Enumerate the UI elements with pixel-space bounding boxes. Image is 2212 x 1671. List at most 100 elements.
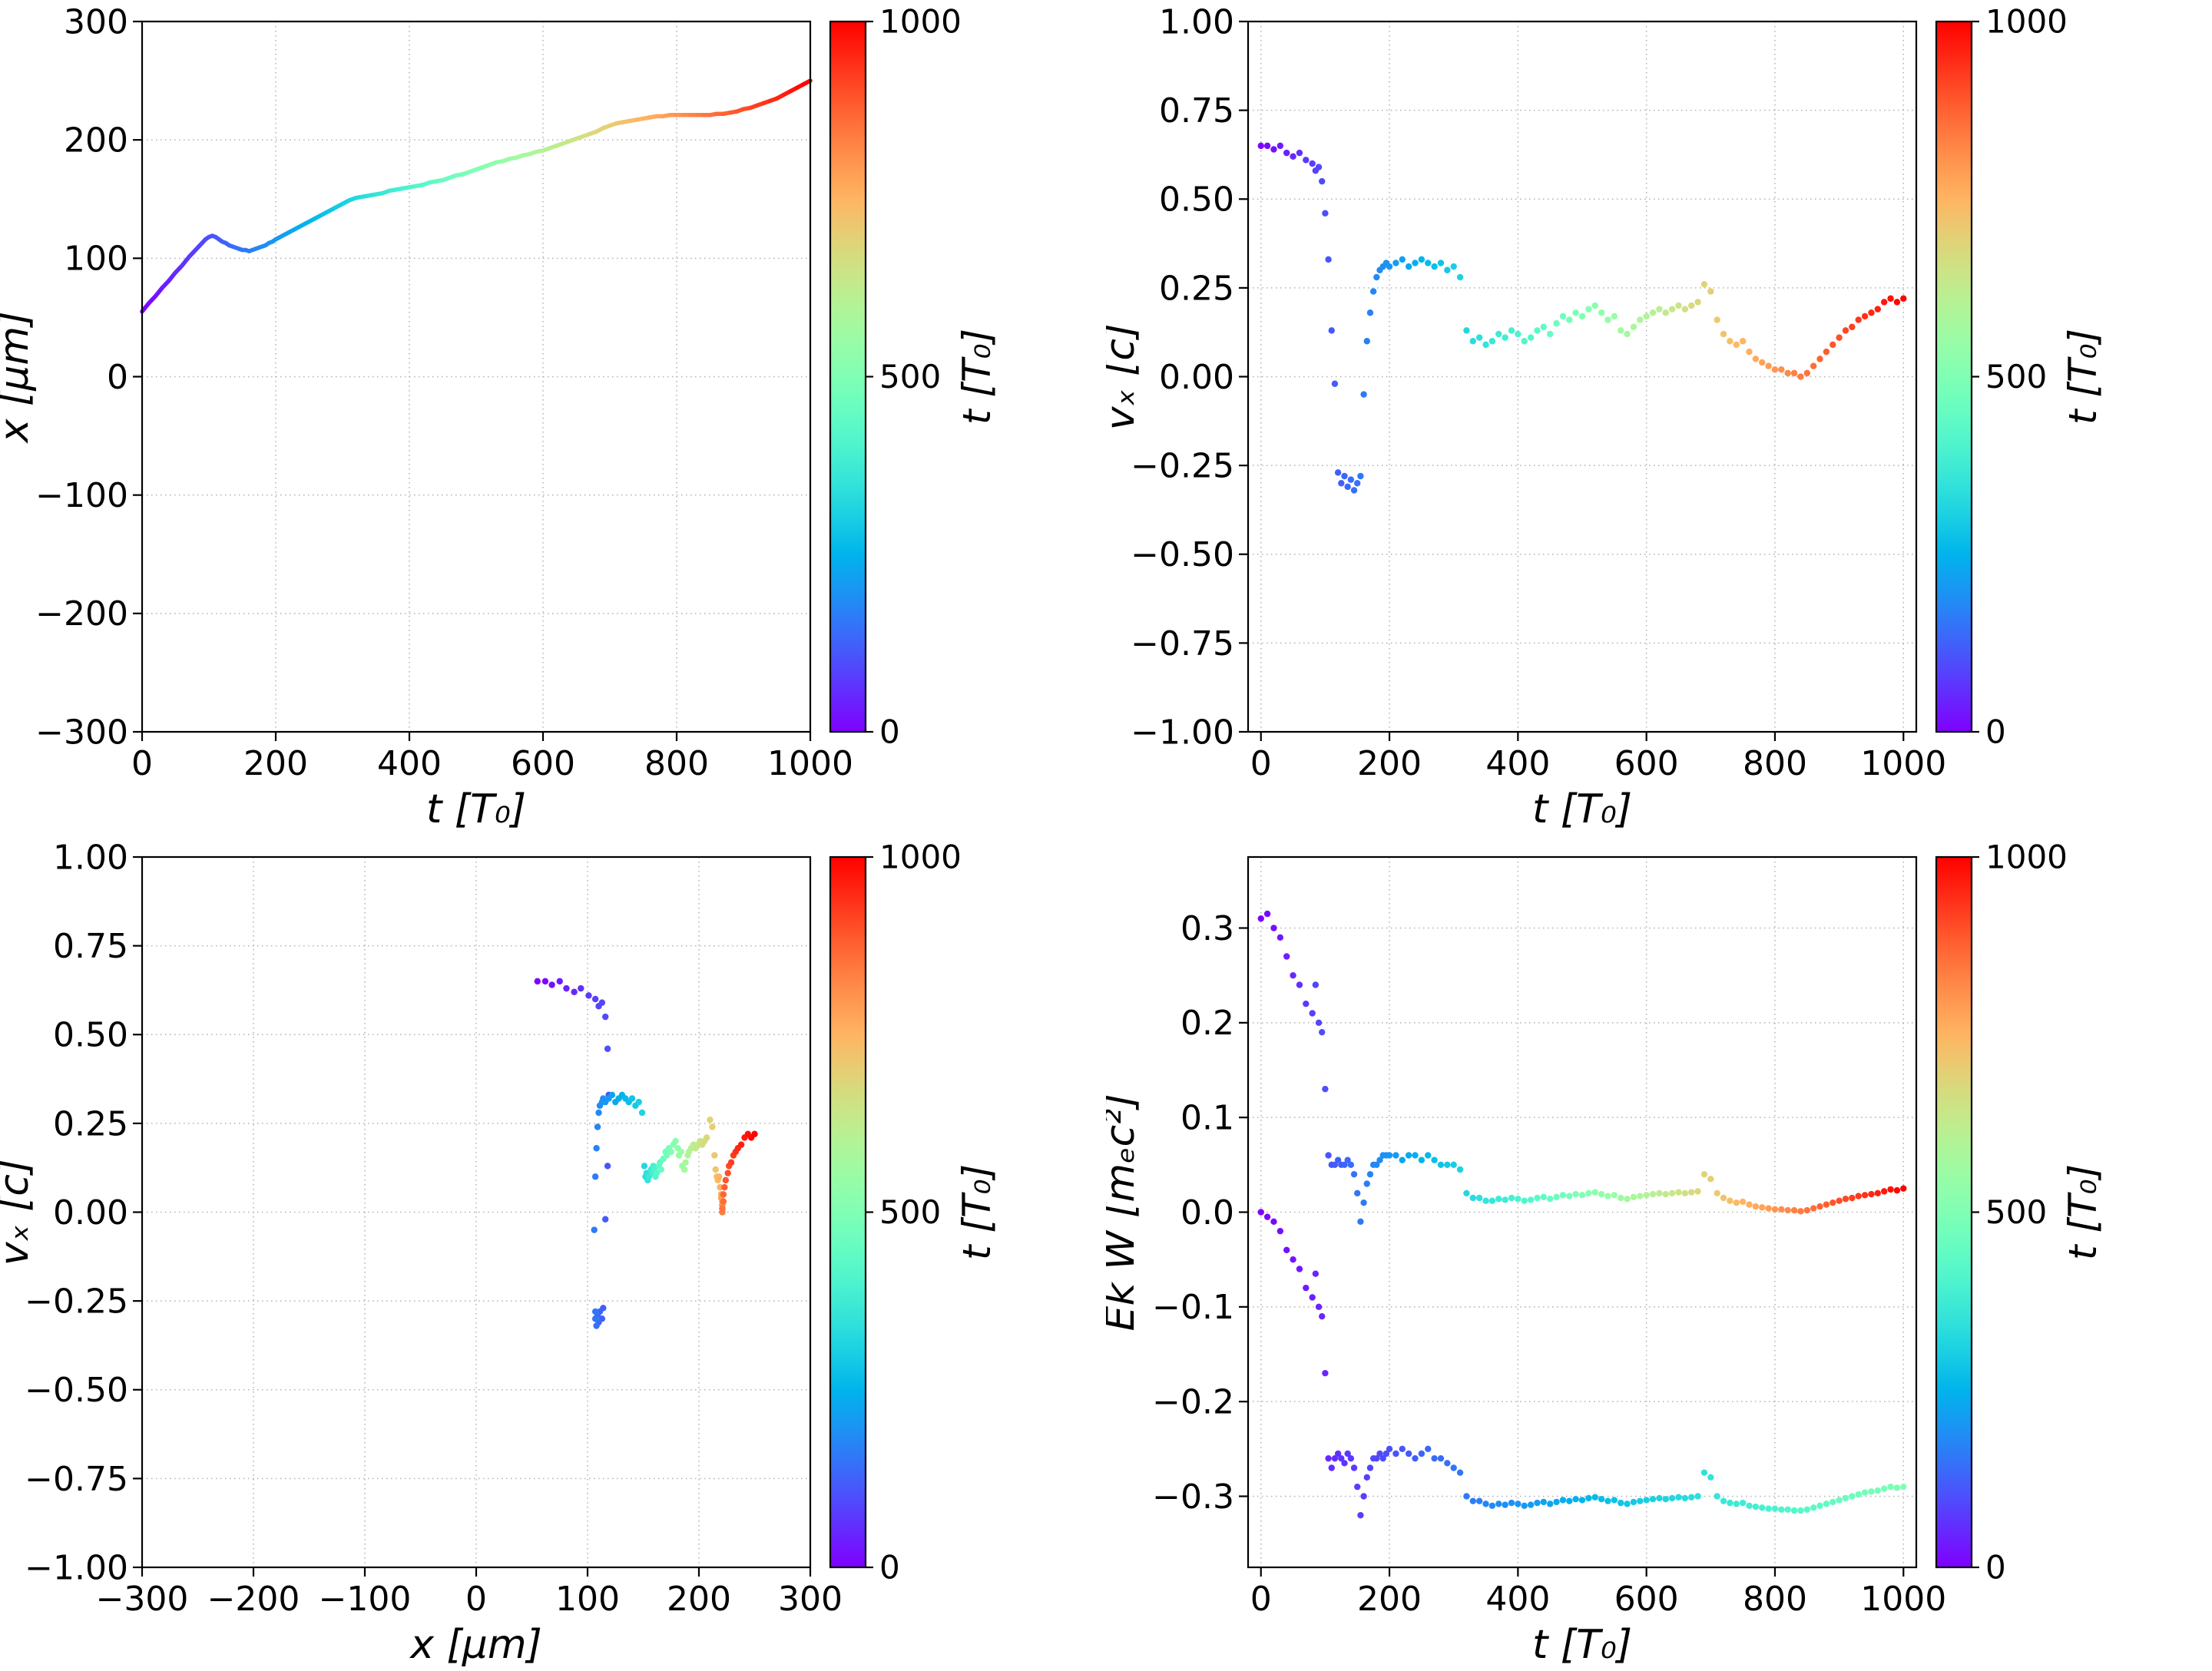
colorbar-tick-label: 1000 <box>1985 3 2068 41</box>
chart-vx-vs-x: −300 −200 −100 0 100 200 300 −1.00 −0.75 −0.50 −0.… <box>0 838 999 1668</box>
y-tick-label: 0.25 <box>53 1104 128 1143</box>
colorbar-tick-labels: 0 500 1000 <box>879 839 962 1587</box>
y-tick-label: −0.50 <box>25 1371 128 1410</box>
y-tick-label: 1.00 <box>1159 2 1234 41</box>
colorbar <box>1936 857 1972 1567</box>
x-axis-label: x [μm] <box>409 1622 542 1668</box>
y-tick-label: −200 <box>35 594 128 634</box>
x-tick-label: 200 <box>1357 1580 1422 1619</box>
y-tick-label: −1.00 <box>25 1548 128 1587</box>
y-tick-label: 300 <box>64 2 128 41</box>
colorbar-tick-labels: 0 500 1000 <box>1985 839 2068 1587</box>
y-tick-label: 0.2 <box>1181 1004 1234 1043</box>
x-axis-label: t [T₀] <box>1532 1622 1632 1668</box>
colorbar-tick-label: 1000 <box>879 839 962 876</box>
series-x(t) <box>140 78 813 314</box>
tick-labels: −300 −200 −100 0 100 200 300 −1.00 −0.75 −0.50 −0.… <box>25 838 843 1619</box>
panel-vx-vs-x: −300 −200 −100 0 100 200 300 −1.00 −0.75 −0.50 −0.… <box>0 836 1106 1671</box>
panel-vx-vs-t: 0 200 400 600 800 1000 −1.00 −0.75 −0.50 −0.25 0.0… <box>1106 0 2212 836</box>
colorbar-tick-label: 0 <box>1985 1549 2006 1587</box>
y-tick-label: −0.2 <box>1152 1383 1234 1422</box>
y-tick-label: −1.00 <box>1131 713 1234 752</box>
y-axis-label: vₓ [c] <box>1106 323 1144 431</box>
y-tick-label: 0.75 <box>1159 91 1234 131</box>
x-tick-label: 200 <box>1357 744 1422 783</box>
y-tick-label: −100 <box>35 476 128 515</box>
grid <box>1248 857 1916 1567</box>
grid <box>1248 21 1916 733</box>
y-tick-label: 0.25 <box>1159 269 1234 308</box>
x-tick-label: 1000 <box>1860 1580 1946 1619</box>
x-tick-label: 1000 <box>1860 744 1946 783</box>
colorbar-tick-label: 1000 <box>879 3 962 41</box>
panel-ek-w-vs-t: 0 200 400 600 800 1000 −0.3 −0.2 −0.1 0.0 0.1 0.2 0.… <box>1106 836 2212 1671</box>
tick-marks <box>133 20 812 741</box>
y-tick-label: −0.25 <box>25 1282 128 1322</box>
x-tick-label: 300 <box>778 1580 843 1619</box>
x-tick-label: 600 <box>1614 1580 1679 1619</box>
y-tick-label: 0.50 <box>53 1016 128 1055</box>
y-tick-label: −0.1 <box>1152 1288 1234 1327</box>
y-tick-label: −0.75 <box>1131 624 1234 663</box>
colorbar-tick-label: 0 <box>879 713 900 751</box>
y-tick-label: −0.50 <box>1131 535 1234 574</box>
x-tick-label: 400 <box>377 744 442 783</box>
y-tick-label: −0.75 <box>25 1460 128 1499</box>
x-tick-label: 800 <box>1743 744 1807 783</box>
tick-marks <box>1239 20 1905 741</box>
y-tick-label: 0.0 <box>1181 1193 1234 1233</box>
series-group <box>534 978 758 1329</box>
series-vx(t) <box>1257 142 1907 494</box>
x-axis-label: t [T₀] <box>1532 786 1632 832</box>
y-axis-label: Ek W [mₑc²] <box>1106 1094 1144 1332</box>
x-tick-label: 200 <box>243 744 308 783</box>
x-tick-label: 0 <box>465 1580 487 1619</box>
colorbar-tick-labels: 0 500 1000 <box>1985 3 2068 751</box>
colorbar-tick-label: 0 <box>879 1549 900 1587</box>
panel-x-vs-t: 0 200 400 600 800 1000 −300 −200 −100 0 100 200 300 t… <box>0 0 1106 836</box>
colorbar-tick-labels: 0 500 1000 <box>879 3 962 751</box>
colorbar-tick-label: 1000 <box>1985 839 2068 876</box>
chart-vx-vs-t: 0 200 400 600 800 1000 −1.00 −0.75 −0.50 −0.25 0.0… <box>1106 2 2105 832</box>
colorbar-ticks <box>1972 855 1979 1569</box>
tick-labels: 0 200 400 600 800 1000 −300 −200 −100 0 100 200 300 <box>35 2 853 783</box>
series-Ek(t) <box>1257 910 1907 1226</box>
tick-marks <box>133 855 812 1577</box>
y-tick-label: 0.3 <box>1181 909 1234 948</box>
colorbar <box>830 22 866 732</box>
y-tick-label: −300 <box>35 713 128 752</box>
x-tick-label: 400 <box>1485 744 1550 783</box>
x-axis-label: t [T₀] <box>426 786 526 832</box>
chart-x-vs-t: 0 200 400 600 800 1000 −300 −200 −100 0 100 200 300 t… <box>0 2 999 832</box>
x-tick-label: 100 <box>555 1580 620 1619</box>
grid <box>141 21 811 733</box>
y-tick-label: 0.00 <box>1159 358 1234 397</box>
tick-labels: 0 200 400 600 800 1000 −1.00 −0.75 −0.50 −0.25 0.0… <box>1131 2 1946 783</box>
y-tick-label: 200 <box>64 121 128 160</box>
x-tick-label: 800 <box>644 744 709 783</box>
series-W(t) <box>1257 1209 1907 1519</box>
y-tick-label: −0.25 <box>1131 447 1234 486</box>
colorbar-label: t [T₀] <box>955 329 999 425</box>
tick-marks <box>1239 927 1905 1577</box>
x-tick-label: 200 <box>667 1580 731 1619</box>
y-axis-label: x [μm] <box>0 311 38 445</box>
y-tick-label: 1.00 <box>53 838 128 877</box>
colorbar-ticks <box>1972 20 1979 733</box>
x-tick-label: 800 <box>1743 1580 1807 1619</box>
x-tick-label: 0 <box>1250 744 1272 783</box>
colorbar-ticks <box>866 20 873 733</box>
x-tick-label: 600 <box>511 744 575 783</box>
chart-ek-w-vs-t: 0 200 400 600 800 1000 −0.3 −0.2 −0.1 0.0 0.1 0.2 0.… <box>1106 839 2105 1668</box>
colorbar <box>830 857 866 1567</box>
y-tick-label: 0.00 <box>53 1193 128 1233</box>
colorbar-tick-label: 500 <box>1985 358 2047 395</box>
y-tick-label: 0 <box>107 358 128 397</box>
y-tick-label: −0.3 <box>1152 1477 1234 1517</box>
colorbar-tick-label: 500 <box>1985 1193 2047 1231</box>
y-tick-label: 0.1 <box>1181 1099 1234 1138</box>
series-group <box>140 78 813 314</box>
series-group <box>1257 910 1907 1519</box>
y-tick-label: 0.50 <box>1159 180 1234 220</box>
